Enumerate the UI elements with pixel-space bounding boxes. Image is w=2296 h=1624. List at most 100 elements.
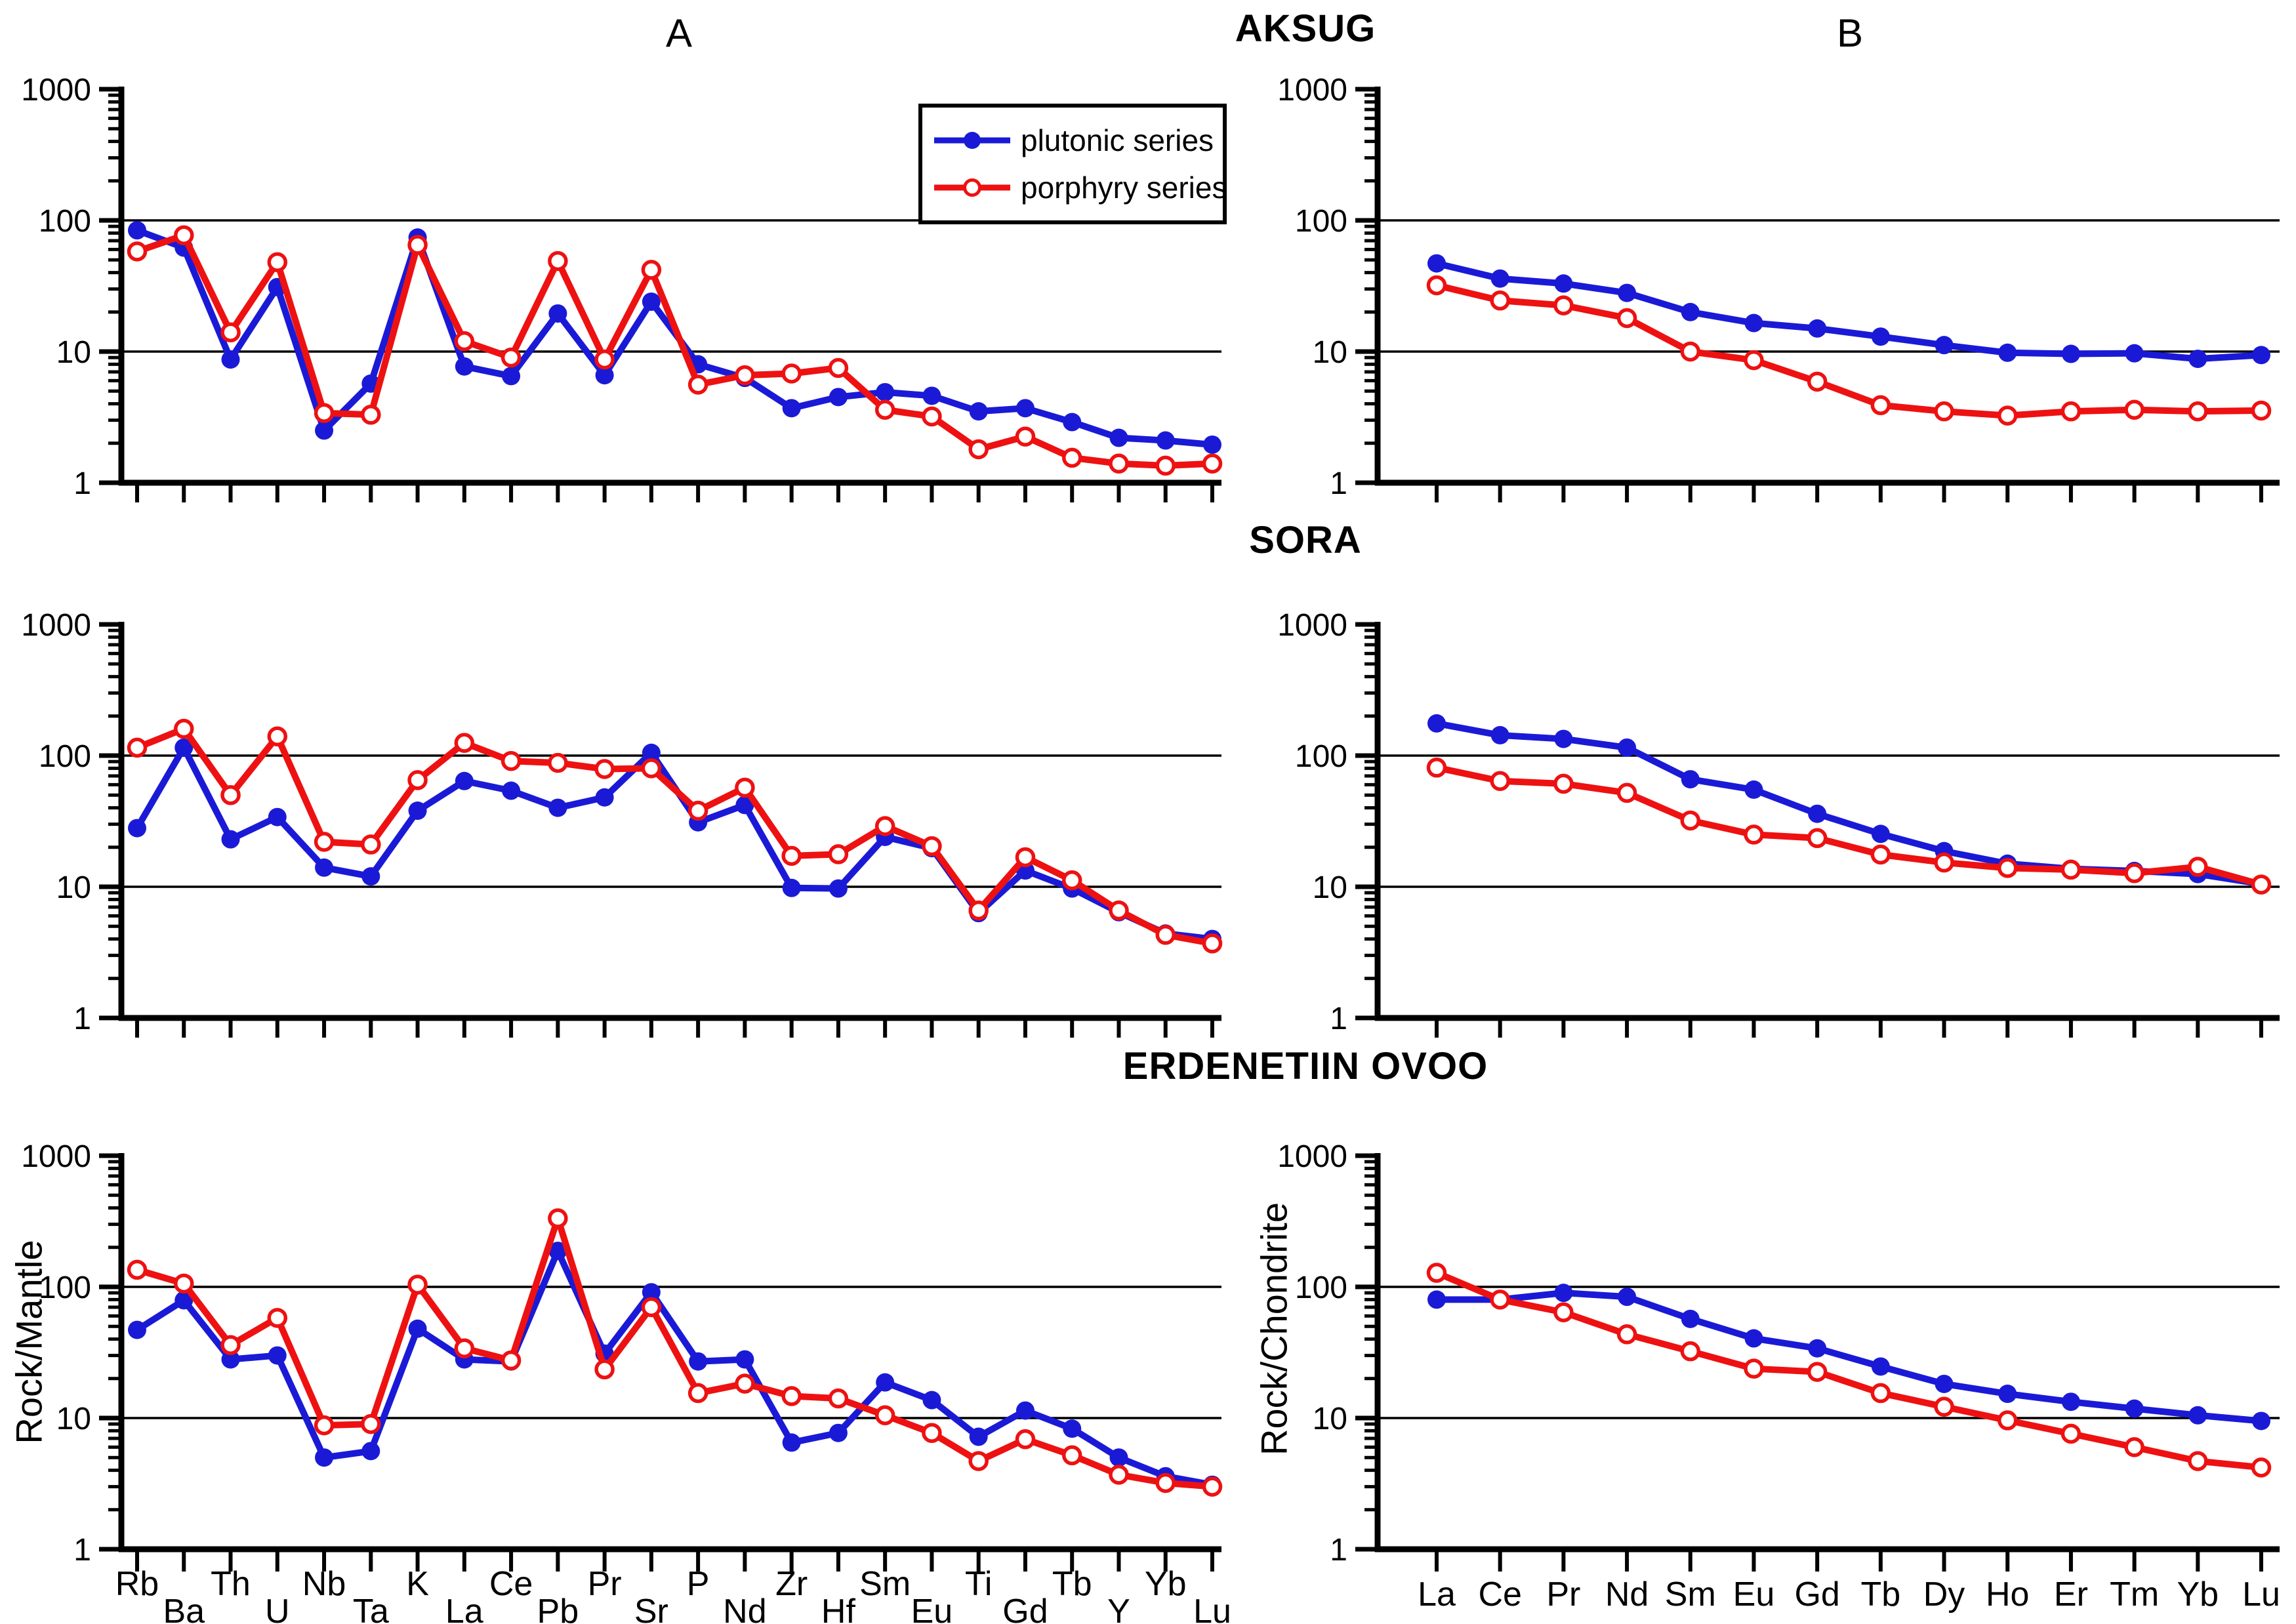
data-point-marker: [1997, 858, 2018, 878]
data-point-marker: [1427, 1290, 1446, 1309]
data-point-marker: [502, 781, 521, 800]
data-point-marker: [829, 388, 848, 407]
y-tick-label: 10: [56, 335, 91, 370]
y-tick-label: 10: [56, 1402, 91, 1436]
legend: plutonic series porphyry series: [918, 104, 1227, 224]
data-point-marker: [687, 1383, 708, 1404]
data-point-marker: [829, 1423, 848, 1442]
data-point-marker: [1934, 1396, 1954, 1417]
y-tick-label: 1000: [1277, 608, 1347, 643]
data-point-marker: [1063, 413, 1082, 432]
x-category-label: Sm: [1665, 1575, 1716, 1614]
data-point-marker: [455, 357, 474, 376]
data-point-marker: [2124, 399, 2144, 420]
data-point-marker: [2252, 346, 2270, 365]
legend-label-porphyry: porphyry series: [1021, 171, 1227, 205]
data-point-marker: [828, 844, 849, 864]
data-point-marker: [1490, 290, 1510, 311]
x-category-label: Th: [211, 1565, 251, 1603]
data-point-marker: [1490, 771, 1510, 792]
data-point-marker: [128, 221, 146, 240]
data-point-marker: [874, 816, 895, 836]
y-tick-label: 1000: [1277, 1139, 1347, 1174]
gridlines: [1378, 754, 2280, 888]
x-category-label: Eu: [1733, 1575, 1775, 1614]
x-category-label: Nd: [723, 1593, 766, 1624]
data-point-marker: [1015, 426, 1036, 447]
data-point-marker: [1808, 804, 1827, 823]
x-category-label: Rb: [115, 1565, 159, 1603]
chart-aksug-a: 1000 100 10 1: [21, 73, 1223, 502]
data-point-marker: [1490, 725, 1509, 744]
data-point-marker: [267, 726, 288, 747]
x-category-label: La: [445, 1593, 483, 1624]
data-point-marker: [2124, 863, 2144, 883]
data-point-marker: [315, 1448, 334, 1467]
y-tick-label: 1: [1330, 1533, 1347, 1568]
series-porphyry: [127, 1208, 1223, 1497]
x-category-label: Dy: [1923, 1575, 1965, 1614]
data-point-marker: [407, 1274, 428, 1295]
y-tick-label: 100: [39, 739, 91, 774]
chart-sora-b: 1000 100 10 1: [1277, 608, 2280, 1038]
x-category-label: Tb: [1861, 1575, 1901, 1614]
data-point-marker: [548, 752, 568, 773]
series-porphyry: [127, 225, 1223, 476]
data-point-marker: [1680, 341, 1701, 362]
data-point-marker: [874, 1405, 895, 1426]
data-point-marker: [782, 878, 801, 897]
data-point-marker: [1109, 1448, 1128, 1467]
data-point-marker: [1490, 269, 1509, 288]
data-point-marker: [1870, 1383, 1891, 1404]
data-point-marker: [1680, 810, 1701, 831]
x-category-label: Sr: [634, 1593, 668, 1624]
data-point-marker: [1061, 1445, 1082, 1466]
data-point-marker: [267, 1308, 288, 1328]
x-category-label: Ce: [1478, 1575, 1521, 1614]
data-point-marker: [548, 798, 567, 817]
data-point-marker: [1807, 371, 1828, 392]
data-point-marker: [969, 1427, 988, 1446]
data-point-marker: [1490, 1289, 1510, 1310]
data-point-marker: [1744, 1329, 1763, 1348]
data-point-marker: [642, 292, 661, 311]
data-point-marker: [2251, 1457, 2272, 1478]
data-point-marker: [735, 365, 755, 386]
data-point-marker: [2060, 401, 2081, 422]
data-point-marker: [594, 759, 615, 779]
data-point-marker: [174, 225, 194, 245]
x-category-label: Er: [2054, 1575, 2088, 1614]
data-point-marker: [828, 1388, 849, 1409]
data-point-marker: [407, 770, 428, 790]
series-plutonic: [128, 221, 1221, 454]
y-tick-label: 100: [39, 1270, 91, 1305]
data-point-marker: [874, 399, 895, 420]
data-point-marker: [968, 1451, 989, 1471]
data-point-marker: [454, 1338, 475, 1358]
data-point-marker: [1426, 1263, 1447, 1283]
data-point-marker: [174, 1291, 194, 1310]
data-point-marker: [595, 366, 614, 385]
data-point-marker: [315, 421, 334, 440]
panel-b-label: B: [1836, 11, 1864, 55]
data-point-marker: [361, 1413, 381, 1434]
data-point-marker: [782, 1433, 801, 1452]
data-point-marker: [548, 1242, 567, 1261]
panel-a-label: A: [665, 11, 693, 55]
x-category-label: Pb: [537, 1593, 579, 1624]
data-point-marker: [314, 403, 335, 423]
data-point-marker: [1426, 758, 1447, 778]
data-point-marker: [454, 733, 475, 753]
data-point-marker: [361, 405, 381, 425]
data-point-marker: [1870, 395, 1891, 416]
data-point-marker: [1109, 428, 1128, 447]
data-point-marker: [1015, 1401, 1035, 1420]
data-point-marker: [1681, 302, 1700, 321]
data-point-marker: [735, 1373, 755, 1394]
x-category-label: Hf: [821, 1593, 856, 1624]
data-point-marker: [1063, 1419, 1082, 1438]
data-point-marker: [1618, 738, 1637, 757]
data-point-marker: [1155, 1472, 1176, 1493]
y-axis-title-rock-chondrite: Rock/Chondrite: [1253, 1202, 1295, 1455]
porphyry-series-line-marker-icon: [934, 178, 1010, 197]
